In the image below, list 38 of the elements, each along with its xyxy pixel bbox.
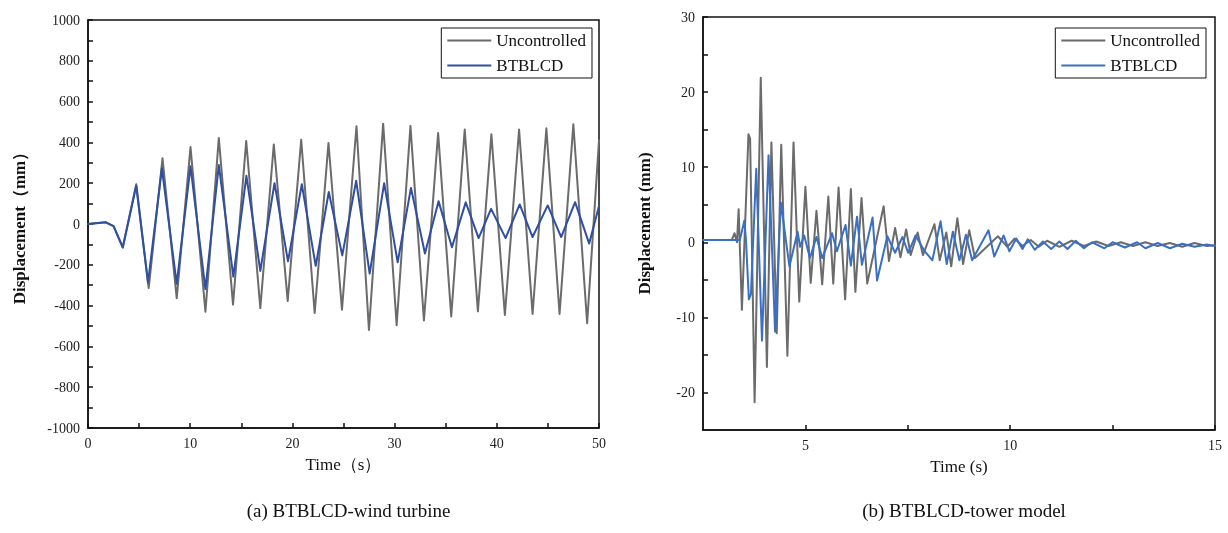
y-tick-label: 800 [59,53,80,69]
y-tick-label: 200 [59,175,80,191]
line-series [87,164,600,291]
x-tick-label: 30 [387,435,402,451]
y-tick-label: 20 [681,84,695,100]
x-axis-title: Time（s） [305,455,382,474]
x-tick-label: 10 [183,435,198,451]
y-axis-title: Displacement (mm) [635,152,654,295]
y-tick-label: -800 [54,379,80,395]
x-axis-title: Time (s) [930,457,988,476]
legend-label: Uncontrolled [496,31,587,50]
y-tick-label: -20 [676,384,695,400]
y-tick-label: 1000 [52,12,80,28]
y-tick-label: -10 [676,309,695,325]
y-tick-label: -400 [54,298,80,314]
x-tick-label: 40 [489,435,504,451]
y-tick-label: 600 [59,94,80,110]
y-tick-label: 0 [688,234,695,250]
line-series [702,154,1216,342]
x-tick-label: 20 [285,435,300,451]
y-tick-label: 0 [73,216,80,232]
x-tick-label: 10 [1003,437,1018,453]
x-tick-label: 0 [84,435,92,451]
x-tick-label: 50 [592,435,606,451]
y-tick-label: 30 [681,9,695,25]
y-tick-label: -200 [54,257,80,273]
legend-label: Uncontrolled [1110,31,1201,50]
y-tick-label: 10 [681,159,695,175]
text: (a) BTBLCD-wind turbine [246,500,451,522]
legend-label: BTBLCD [1110,56,1178,75]
x-tick-label: 5 [801,437,809,453]
x-tick-label: 15 [1208,437,1222,453]
y-tick-label: 400 [59,134,80,150]
text: (b) BTBLCD-tower model [862,500,1066,522]
y-tick-label: -600 [54,338,80,354]
legend-label: BTBLCD [496,56,564,75]
y-axis-title: Displacement（mm） [10,143,29,305]
y-tick-label: -1000 [47,420,80,436]
